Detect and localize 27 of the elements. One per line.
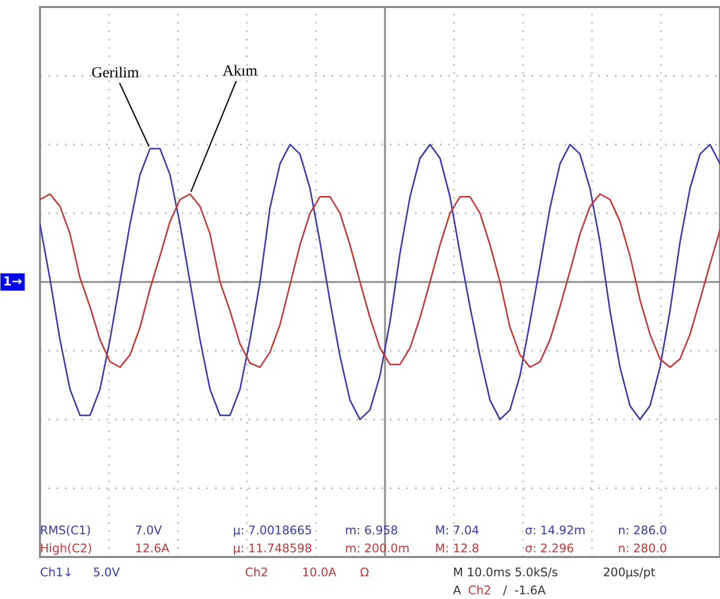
text: M: 7.04 xyxy=(436,525,479,534)
text: 7.0V xyxy=(136,525,162,534)
text: Ch1↓ xyxy=(40,567,71,576)
text: μ: 11.748598 xyxy=(234,543,312,555)
text: 1→ xyxy=(4,276,22,286)
text: 12.6A xyxy=(136,543,170,552)
text: Akım xyxy=(222,64,258,76)
text: 200μs/pt xyxy=(604,567,656,579)
text: m: 6.958 xyxy=(346,525,398,534)
text: Ch2 xyxy=(468,585,490,594)
text: 10.0A xyxy=(303,567,336,576)
text: μ: 7.0018665 xyxy=(234,525,312,537)
text: n: 286.0 xyxy=(619,525,666,534)
text: 5.0V xyxy=(94,567,120,576)
text: σ: 2.296 xyxy=(526,543,574,552)
text: σ: 14.92m xyxy=(526,525,585,534)
text: M 10.0ms 5.0kS/s xyxy=(454,567,558,578)
text: m: 200.0m xyxy=(346,543,409,552)
text: Gerilim xyxy=(92,66,139,78)
text: High(C2) xyxy=(41,543,92,555)
text: n: 280.0 xyxy=(619,543,666,552)
text: A xyxy=(453,586,461,594)
text: / -1.6A xyxy=(503,585,546,596)
text: Ch2 xyxy=(246,567,268,576)
text: RMS(C1) xyxy=(41,525,90,536)
text: M: 12.8 xyxy=(436,543,478,552)
text: Ω xyxy=(360,568,369,576)
